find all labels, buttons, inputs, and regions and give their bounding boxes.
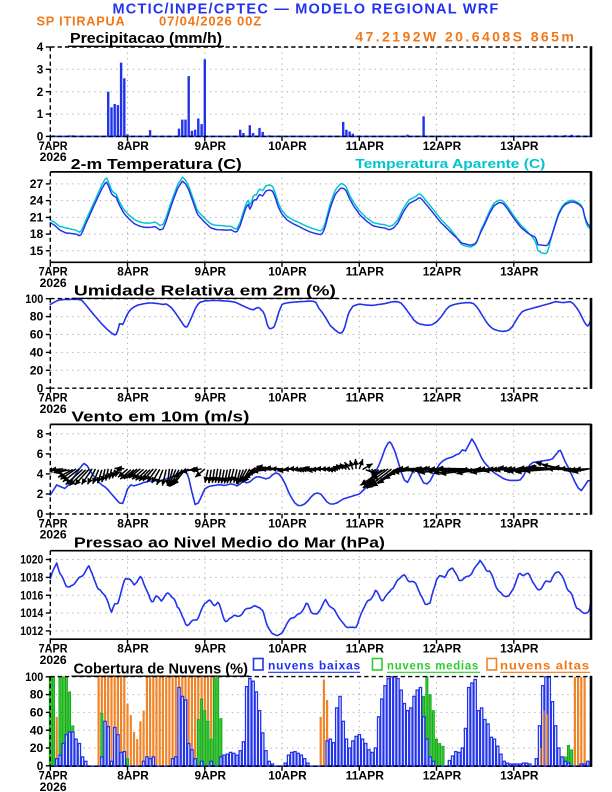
svg-text:1: 1	[37, 109, 44, 121]
svg-text:8APR: 8APR	[117, 769, 149, 783]
svg-text:47.2192W 20.6408S 865m: 47.2192W 20.6408S 865m	[355, 29, 576, 45]
svg-text:10APR: 10APR	[268, 516, 307, 530]
svg-text:1018: 1018	[20, 573, 44, 585]
svg-text:Umidade Relativa em 2m (%): Umidade Relativa em 2m (%)	[74, 283, 336, 300]
svg-text:12APR: 12APR	[423, 769, 462, 783]
svg-text:9APR: 9APR	[195, 642, 227, 656]
svg-text:2: 2	[37, 87, 44, 99]
svg-text:7APR: 7APR	[39, 642, 68, 656]
svg-text:13APR: 13APR	[500, 265, 539, 279]
svg-text:20: 20	[30, 743, 44, 755]
svg-text:9APR: 9APR	[195, 391, 227, 405]
svg-text:12APR: 12APR	[423, 139, 462, 153]
svg-text:13APR: 13APR	[500, 139, 539, 153]
svg-text:12APR: 12APR	[423, 516, 462, 530]
svg-text:7APR: 7APR	[39, 265, 68, 279]
svg-text:100: 100	[25, 672, 43, 684]
svg-text:nuvens medias: nuvens medias	[387, 659, 479, 673]
svg-text:9APR: 9APR	[195, 265, 227, 279]
svg-text:0: 0	[37, 509, 44, 521]
svg-text:9APR: 9APR	[195, 769, 227, 783]
svg-text:6: 6	[37, 449, 44, 461]
svg-text:100: 100	[25, 294, 43, 306]
svg-text:2026: 2026	[40, 528, 67, 542]
svg-text:27: 27	[30, 179, 44, 191]
svg-text:Vento em 10m (m/s): Vento em 10m (m/s)	[71, 408, 249, 425]
svg-text:9APR: 9APR	[195, 139, 227, 153]
svg-text:7APR: 7APR	[39, 769, 68, 783]
svg-text:2026: 2026	[40, 402, 67, 416]
svg-text:MCTIC/INPE/CPTEC — MODELO REGI: MCTIC/INPE/CPTEC — MODELO REGIONAL WRF	[113, 2, 500, 18]
svg-text:07/04/2026 00Z: 07/04/2026 00Z	[159, 14, 262, 29]
svg-text:13APR: 13APR	[500, 391, 539, 405]
svg-text:12APR: 12APR	[423, 391, 462, 405]
svg-text:7APR: 7APR	[39, 516, 68, 530]
svg-text:11APR: 11APR	[346, 769, 385, 783]
svg-text:60: 60	[30, 708, 44, 720]
svg-text:8APR: 8APR	[117, 642, 149, 656]
svg-text:7APR: 7APR	[39, 139, 68, 153]
svg-text:80: 80	[30, 312, 44, 324]
svg-text:15: 15	[30, 246, 44, 258]
svg-text:10APR: 10APR	[268, 139, 307, 153]
svg-text:2026: 2026	[40, 150, 67, 164]
svg-text:21: 21	[30, 213, 44, 225]
svg-text:10APR: 10APR	[268, 769, 307, 783]
svg-text:2026: 2026	[40, 276, 67, 290]
svg-text:1014: 1014	[20, 608, 44, 620]
svg-text:4: 4	[37, 469, 44, 481]
svg-text:8APR: 8APR	[117, 265, 149, 279]
svg-text:24: 24	[30, 196, 44, 208]
svg-text:10APR: 10APR	[268, 265, 307, 279]
svg-text:Temperatura Aparente (C): Temperatura Aparente (C)	[355, 156, 545, 171]
svg-text:8APR: 8APR	[117, 391, 149, 405]
svg-text:11APR: 11APR	[346, 265, 385, 279]
svg-text:8APR: 8APR	[117, 516, 149, 530]
svg-text:20: 20	[30, 365, 44, 377]
svg-text:1016: 1016	[20, 590, 43, 602]
svg-text:40: 40	[30, 725, 44, 737]
svg-text:1020: 1020	[20, 555, 43, 567]
svg-text:Pressao ao Nivel Medio do Mar: Pressao ao Nivel Medio do Mar (hPa)	[74, 535, 385, 552]
svg-text:Precipitacao (mm/h): Precipitacao (mm/h)	[70, 30, 222, 47]
svg-text:11APR: 11APR	[346, 391, 385, 405]
svg-text:nuvens altas: nuvens altas	[500, 659, 590, 673]
svg-text:18: 18	[30, 229, 44, 241]
svg-text:3: 3	[37, 64, 44, 76]
svg-text:7APR: 7APR	[39, 391, 68, 405]
svg-text:12APR: 12APR	[423, 265, 462, 279]
svg-text:11APR: 11APR	[346, 642, 385, 656]
svg-text:2-m Temperatura (C): 2-m Temperatura (C)	[71, 156, 242, 173]
svg-text:60: 60	[30, 330, 44, 342]
svg-text:nuvens baixas: nuvens baixas	[268, 659, 361, 673]
svg-text:0: 0	[37, 132, 44, 144]
svg-text:0: 0	[37, 761, 44, 773]
svg-text:11APR: 11APR	[346, 516, 385, 530]
svg-text:Cobertura de Nuvens (%): Cobertura de Nuvens (%)	[74, 660, 249, 677]
svg-text:9APR: 9APR	[195, 516, 227, 530]
svg-text:1012: 1012	[20, 626, 43, 638]
svg-text:12APR: 12APR	[423, 642, 462, 656]
svg-text:2026: 2026	[40, 653, 67, 667]
svg-text:13APR: 13APR	[500, 642, 539, 656]
svg-text:8APR: 8APR	[117, 139, 149, 153]
svg-text:40: 40	[30, 348, 44, 360]
svg-text:10APR: 10APR	[268, 642, 307, 656]
svg-text:80: 80	[30, 690, 44, 702]
svg-text:13APR: 13APR	[500, 516, 539, 530]
svg-text:11APR: 11APR	[346, 139, 385, 153]
svg-text:4: 4	[37, 42, 44, 54]
svg-text:0: 0	[37, 383, 44, 395]
svg-text:10APR: 10APR	[268, 391, 307, 405]
svg-text:2026: 2026	[40, 780, 67, 792]
svg-text:13APR: 13APR	[500, 769, 539, 783]
svg-text:SP ITIRAPUA: SP ITIRAPUA	[37, 14, 126, 29]
svg-text:8: 8	[37, 429, 44, 441]
svg-text:2: 2	[37, 489, 44, 501]
